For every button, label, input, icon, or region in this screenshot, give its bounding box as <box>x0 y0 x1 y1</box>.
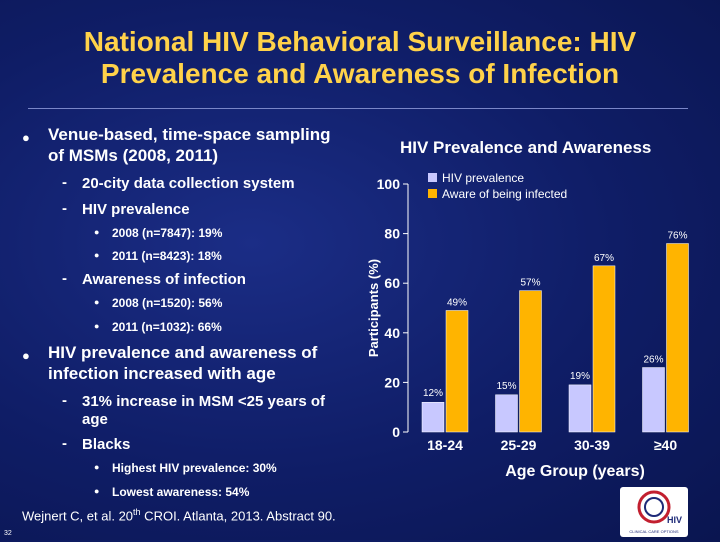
clinical-care-options-logo: HIV CLINICAL CARE OPTIONS <box>620 487 688 537</box>
legend-swatch <box>428 189 437 198</box>
y-tick-label: 100 <box>377 176 401 192</box>
legend-label: HIV prevalence <box>442 171 524 185</box>
data-label: 67% <box>594 253 614 264</box>
bar-prevalence <box>421 401 445 433</box>
bullet-dash-icon: - <box>62 392 67 409</box>
bullet-age-trend: HIV prevalence and awareness of <box>48 343 318 362</box>
bar-awareness <box>666 243 689 433</box>
x-tick-label: 25-29 <box>501 437 537 453</box>
bar-prevalence <box>642 367 665 433</box>
bullet-young-msm-cont: age <box>82 411 108 428</box>
bullet-awareness: Awareness of infection <box>82 271 246 288</box>
logo-hiv-text: HIV <box>667 515 682 525</box>
bullet-list: ● Venue-based, time-space sampling of MS… <box>22 125 331 499</box>
slide-title-line2: Prevalence and Awareness of Infection <box>100 58 620 89</box>
y-axis-label: Participants (%) <box>366 259 381 357</box>
data-label: 76% <box>667 231 687 242</box>
bullet-dot-icon: ● <box>94 250 100 260</box>
bullet-prev-2008: 2008 (n=7847): 19% <box>112 226 223 240</box>
legend-swatch <box>428 173 437 182</box>
bullet-sampling: Venue-based, time-space sampling <box>48 125 331 144</box>
legend-label: Aware of being infected <box>442 187 567 201</box>
logo-ring <box>637 490 671 524</box>
logo-caption: CLINICAL CARE OPTIONS <box>629 529 679 534</box>
bullet-prev-2011: 2011 (n=8423): 18% <box>112 249 222 263</box>
bullet-sampling-cont: of MSMs (2008, 2011) <box>48 146 219 165</box>
logo-icon: HIV CLINICAL CARE OPTIONS <box>629 490 682 534</box>
data-label: 19% <box>570 371 590 382</box>
bullet-dot-icon: ● <box>22 348 30 363</box>
bullet-hiv-prevalence: HIV prevalence <box>82 201 190 218</box>
bullet-aware-2008: 2008 (n=1520): 56% <box>112 296 223 310</box>
bullet-dot-icon: ● <box>94 462 100 472</box>
bullet-age-trend-cont: infection increased with age <box>48 364 276 383</box>
bar-awareness <box>519 290 542 433</box>
bullet-blacks: Blacks <box>82 436 131 453</box>
x-tick-label: 30-39 <box>574 437 610 453</box>
data-label: 12% <box>423 388 443 399</box>
bullet-dot-icon: ● <box>22 130 30 145</box>
y-tick-label: 20 <box>384 374 400 390</box>
slide-title: National HIV Behavioral Surveillance: HI… <box>0 26 720 90</box>
slide-number: 32 <box>4 530 12 537</box>
x-tick-label: ≥40 <box>654 437 677 453</box>
bullet-dot-icon: ● <box>94 297 100 307</box>
logo-inner-ring <box>644 497 664 517</box>
title-divider <box>28 108 688 109</box>
bullet-dash-icon: - <box>62 200 67 217</box>
bar-awareness <box>592 265 616 433</box>
bullet-dash-icon: - <box>62 435 67 452</box>
y-tick-label: 80 <box>384 226 400 242</box>
bullet-aware-2011: 2011 (n=1032): 66% <box>112 320 222 334</box>
bullet-dash-icon: - <box>62 270 67 287</box>
bar-awareness <box>445 310 469 433</box>
x-tick-label: 18-24 <box>427 437 463 453</box>
bullet-lowest-awareness: Lowest awareness: 54% <box>112 485 250 499</box>
bullet-dot-icon: ● <box>94 321 100 331</box>
bullet-dot-icon: ● <box>94 486 100 496</box>
y-tick-label: 60 <box>384 275 400 291</box>
chart-title: HIV Prevalence and Awareness <box>400 138 652 157</box>
bullet-young-msm: 31% increase in MSM <25 years of <box>82 393 326 410</box>
bullet-highest-prevalence: Highest HIV prevalence: 30% <box>112 461 277 475</box>
data-label: 15% <box>496 381 516 392</box>
data-label: 26% <box>643 355 663 366</box>
bullet-dot-icon: ● <box>94 227 100 237</box>
citation: Wejnert C, et al. 20th CROI. Atlanta, 20… <box>22 507 336 524</box>
slide-title-line1: National HIV Behavioral Surveillance: HI… <box>83 26 637 57</box>
bar-prevalence <box>568 384 592 433</box>
data-label: 57% <box>520 278 540 289</box>
data-label: 49% <box>447 297 467 308</box>
y-tick-label: 40 <box>384 325 400 341</box>
bullet-data-system: 20-city data collection system <box>82 175 295 192</box>
y-tick-label: 0 <box>392 424 400 440</box>
bullet-dash-icon: - <box>62 174 67 191</box>
x-axis-label: Age Group (years) <box>505 463 645 480</box>
bar-chart: 0 20 40 60 80 100 Participants (%) 12% 49% 18-24 1… <box>366 171 689 480</box>
bar-prevalence <box>495 394 518 433</box>
